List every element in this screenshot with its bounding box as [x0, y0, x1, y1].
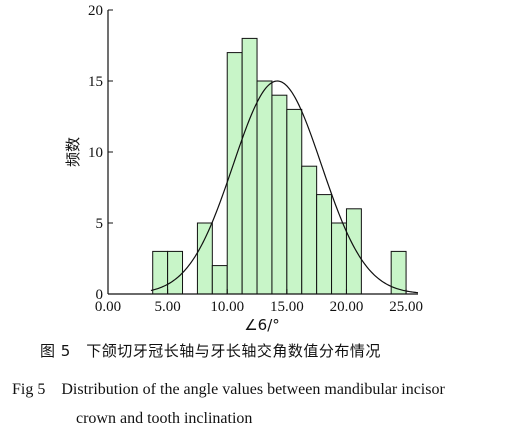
- histogram-bar: [226, 52, 243, 295]
- x-tick-label: 25.00: [389, 299, 423, 315]
- x-tick-label: 0.00: [95, 299, 121, 315]
- x-tick-label: 20.00: [330, 299, 364, 315]
- y-tick-label: 0: [96, 287, 104, 303]
- histogram-bar: [256, 80, 273, 295]
- y-tick-label: 20: [88, 3, 103, 19]
- histogram-bar: [241, 37, 258, 295]
- histogram-bar: [167, 250, 184, 295]
- caption-english-line1: Fig 5 Distribution of the angle values b…: [12, 381, 445, 398]
- histogram-chart: 0 5 10 15 20 0.00 5.00 10.00 15.00 20.00 25.00 频数…: [64, 3, 423, 334]
- histogram-bar: [271, 94, 288, 295]
- y-tick-label: 15: [88, 74, 103, 90]
- histogram-bar: [301, 165, 318, 295]
- y-ticks: 0 5 10 15 20: [88, 3, 113, 303]
- histogram-bar: [196, 222, 213, 295]
- x-tick-label: 10.00: [210, 299, 244, 315]
- x-axis-title: ∠6/°: [244, 316, 280, 334]
- x-tick-label: 5.00: [154, 299, 180, 315]
- histogram-bar: [211, 265, 228, 295]
- y-tick-label: 5: [96, 216, 104, 232]
- x-tick-label: 15.00: [270, 299, 304, 315]
- histogram-bars: [152, 37, 407, 295]
- caption-english-line2: crown and tooth inclination: [76, 410, 253, 427]
- normal-curve: [150, 80, 419, 294]
- caption-chinese: 图 5 下颌切牙冠长轴与牙长轴交角数值分布情况: [40, 342, 381, 360]
- y-axis-title: 频数: [64, 137, 82, 167]
- histogram-bar: [316, 194, 333, 295]
- histogram-bar: [286, 108, 303, 295]
- y-tick-label: 10: [88, 145, 103, 161]
- histogram-bar: [345, 208, 362, 295]
- histogram-bar: [331, 222, 347, 295]
- x-ticks: 0.00 5.00 10.00 15.00 20.00 25.00: [95, 289, 423, 315]
